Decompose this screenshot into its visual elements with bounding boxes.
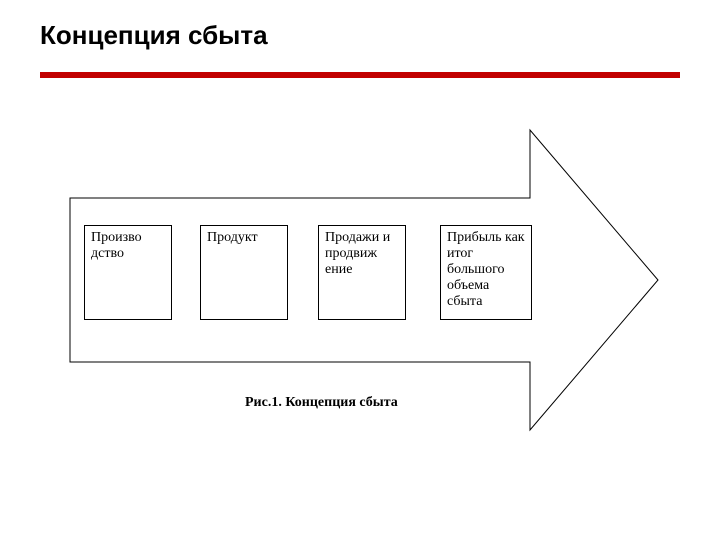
decorative-block [230,400,316,492]
box-sales: Продажи и продвиж ение [318,225,406,320]
figure-caption: Рис.1. Концепция сбыта [245,395,398,411]
divider-rule [40,72,680,78]
box-profit: Прибыль как итог большого объема сбыта [440,225,532,320]
page-title: Концепция сбыта [40,20,268,51]
box-production: Произво дство [84,225,172,320]
box-product: Продукт [200,225,288,320]
